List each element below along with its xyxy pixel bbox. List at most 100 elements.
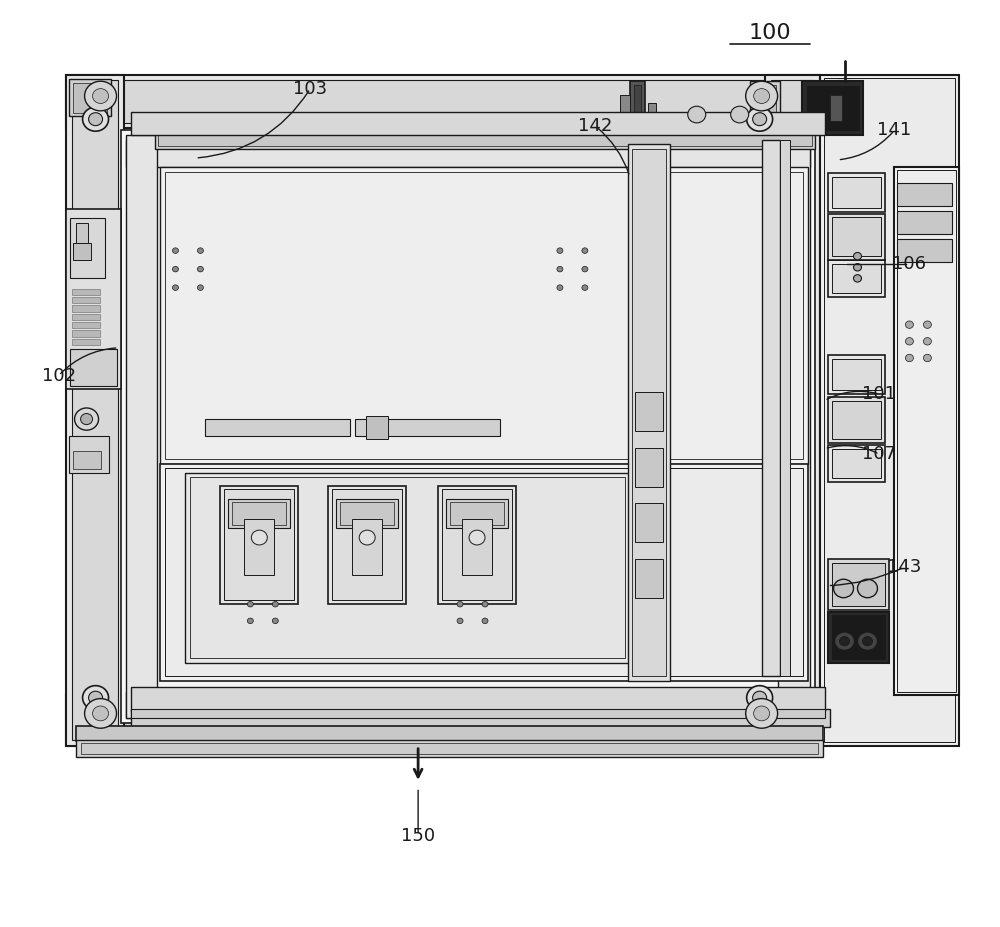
Circle shape: [834, 579, 854, 598]
Bar: [244, 519, 274, 575]
Circle shape: [862, 637, 872, 646]
Text: 101: 101: [862, 385, 896, 403]
Text: 100: 100: [748, 23, 791, 43]
Circle shape: [197, 266, 203, 272]
Bar: [76, 222, 88, 243]
Bar: [66, 695, 820, 746]
Circle shape: [835, 632, 855, 651]
Circle shape: [923, 337, 931, 345]
Circle shape: [746, 699, 778, 729]
Bar: [828, 445, 885, 482]
Bar: [894, 167, 959, 695]
Circle shape: [746, 82, 778, 111]
Circle shape: [753, 692, 767, 705]
Bar: [446, 499, 508, 528]
Circle shape: [854, 274, 861, 282]
Bar: [131, 709, 830, 728]
Text: 141: 141: [877, 121, 912, 139]
Bar: [220, 486, 298, 604]
Bar: [355, 419, 500, 436]
Circle shape: [251, 530, 267, 545]
Bar: [72, 701, 814, 741]
Bar: [762, 140, 780, 677]
Circle shape: [93, 89, 109, 104]
Bar: [780, 140, 790, 677]
Bar: [635, 503, 663, 542]
Bar: [765, 75, 820, 746]
Bar: [828, 213, 885, 260]
Bar: [635, 559, 663, 598]
Bar: [828, 172, 885, 211]
Bar: [72, 81, 814, 123]
Bar: [190, 477, 625, 658]
Circle shape: [89, 692, 103, 705]
Circle shape: [905, 321, 913, 328]
Bar: [72, 338, 100, 345]
Bar: [635, 392, 663, 431]
Bar: [438, 486, 516, 604]
Circle shape: [858, 579, 877, 598]
Bar: [442, 489, 512, 601]
Circle shape: [557, 248, 563, 253]
Circle shape: [754, 89, 770, 104]
Bar: [832, 176, 881, 208]
Circle shape: [85, 82, 117, 111]
Bar: [228, 499, 290, 528]
Circle shape: [840, 637, 850, 646]
Bar: [897, 238, 952, 261]
Text: 107: 107: [862, 445, 897, 464]
Bar: [828, 397, 885, 443]
Bar: [830, 95, 842, 121]
Text: 143: 143: [887, 558, 922, 577]
Circle shape: [469, 530, 485, 545]
Text: 102: 102: [42, 366, 76, 385]
Circle shape: [272, 618, 278, 624]
Bar: [72, 313, 100, 320]
Bar: [126, 692, 810, 718]
Bar: [832, 359, 881, 390]
Bar: [462, 519, 492, 575]
Bar: [336, 499, 398, 528]
Bar: [131, 709, 825, 718]
Bar: [155, 133, 815, 149]
Bar: [72, 297, 100, 303]
Bar: [828, 260, 885, 297]
Circle shape: [359, 530, 375, 545]
Bar: [70, 349, 117, 386]
Circle shape: [747, 108, 773, 132]
Bar: [69, 436, 109, 473]
Bar: [897, 210, 952, 234]
Bar: [66, 75, 124, 746]
Bar: [160, 167, 808, 464]
Circle shape: [557, 266, 563, 272]
Circle shape: [923, 354, 931, 362]
Bar: [620, 95, 630, 112]
Circle shape: [197, 285, 203, 290]
Bar: [832, 563, 885, 606]
Circle shape: [747, 686, 773, 710]
Bar: [126, 140, 810, 167]
Bar: [72, 288, 100, 295]
Circle shape: [172, 266, 178, 272]
Circle shape: [854, 263, 861, 271]
Bar: [771, 81, 814, 741]
Bar: [832, 263, 881, 293]
Bar: [828, 355, 885, 394]
Circle shape: [923, 321, 931, 328]
Bar: [232, 502, 286, 525]
Circle shape: [753, 113, 767, 126]
Bar: [807, 86, 859, 131]
Bar: [72, 330, 100, 337]
Bar: [73, 83, 107, 113]
Bar: [832, 616, 885, 659]
Bar: [131, 112, 825, 135]
Circle shape: [905, 354, 913, 362]
Bar: [76, 727, 823, 742]
Circle shape: [582, 248, 588, 253]
Bar: [160, 464, 808, 681]
Bar: [352, 519, 382, 575]
Bar: [897, 170, 956, 692]
Bar: [820, 75, 959, 746]
Circle shape: [247, 602, 253, 607]
Circle shape: [482, 618, 488, 624]
